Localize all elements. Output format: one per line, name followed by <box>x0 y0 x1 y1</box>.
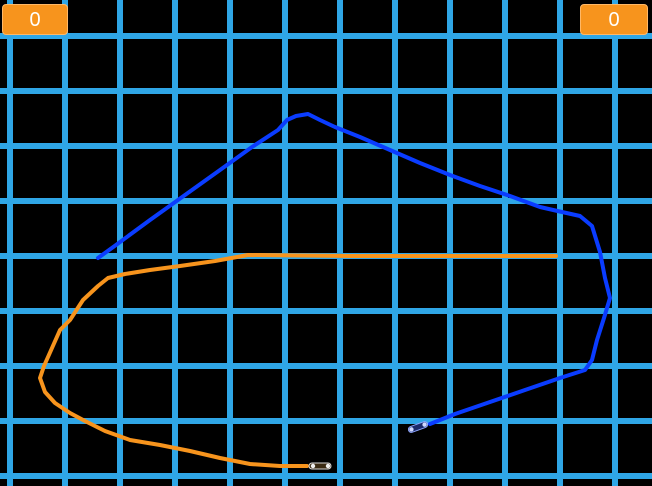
orange-player-lightcycle-icon <box>308 462 332 470</box>
blue-player-lightcycle-icon <box>407 421 429 433</box>
grid-line-horizontal <box>0 198 652 204</box>
grid-line-vertical <box>62 0 68 486</box>
grid-line-vertical <box>447 0 453 486</box>
player-one-score: 0 <box>2 4 68 35</box>
grid-line-horizontal <box>0 363 652 369</box>
player-two-score: 0 <box>580 4 648 35</box>
grid-line-vertical <box>227 0 233 486</box>
grid-line-horizontal <box>0 418 652 424</box>
grid-line-vertical <box>557 0 563 486</box>
grid-line-vertical <box>7 0 13 486</box>
grid-line-vertical <box>392 0 398 486</box>
grid-line-vertical <box>172 0 178 486</box>
grid-line-horizontal <box>0 143 652 149</box>
orange-player-trail <box>38 253 558 468</box>
grid-line-horizontal <box>0 308 652 314</box>
grid-line-horizontal <box>0 33 652 39</box>
grid-line-vertical <box>502 0 508 486</box>
grid-line-horizontal <box>0 473 652 479</box>
blue-player-trail <box>96 112 612 426</box>
grid-line-vertical <box>612 0 618 486</box>
grid-line-horizontal <box>0 88 652 94</box>
grid-line-vertical <box>337 0 343 486</box>
grid-line-vertical <box>282 0 288 486</box>
